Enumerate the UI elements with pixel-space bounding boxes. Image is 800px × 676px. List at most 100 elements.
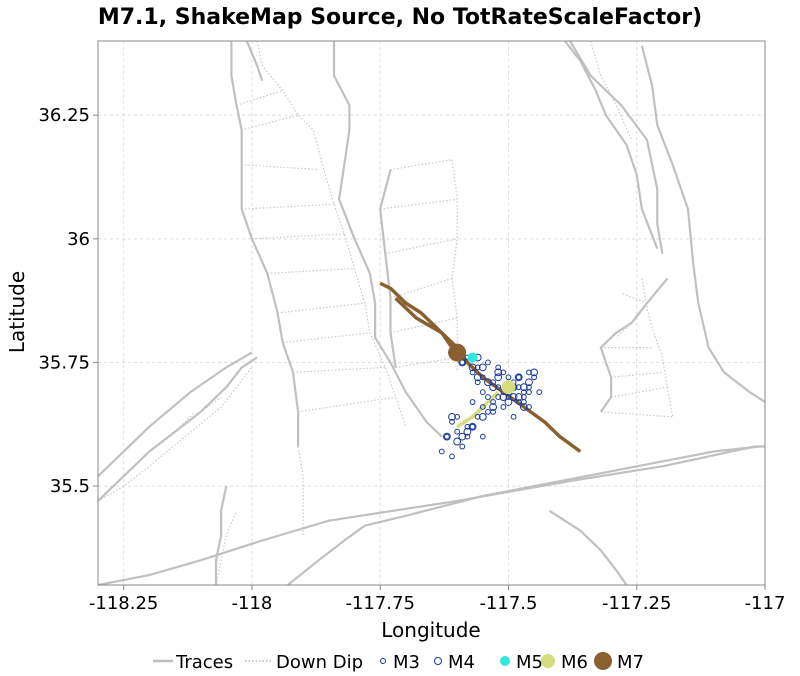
m3-point [459, 359, 466, 366]
m3-point [469, 369, 476, 376]
legend-label-downdip: Down Dip [276, 652, 363, 673]
m3-point [510, 413, 517, 420]
down-dip-rung [380, 198, 458, 210]
m3-point [469, 399, 476, 405]
down-dip-layer [97, 40, 674, 586]
down-dip-rung [611, 371, 663, 378]
x-axis-label: Longitude [381, 618, 480, 642]
fault-trace [564, 40, 659, 250]
m4-point [442, 432, 451, 441]
down-dip-rung [241, 164, 319, 171]
m3-point [500, 404, 507, 410]
m4-point [499, 393, 508, 401]
down-dip-line [297, 446, 304, 536]
fault-trace [599, 277, 669, 413]
legend-swatch-m5 [500, 656, 510, 666]
m4-point [509, 393, 518, 401]
m4-point [494, 368, 503, 377]
legend-label-m5: M5 [516, 652, 543, 673]
gridlines [98, 41, 766, 585]
chart-title: M7.1, ShakeMap Source, No TotRateScaleFa… [98, 5, 702, 30]
legend-swatch-m3 [380, 658, 386, 664]
m3-point [474, 379, 481, 386]
m3-point [459, 443, 466, 450]
down-dip-rung [292, 366, 386, 373]
m7-point [448, 343, 467, 362]
fault-trace [379, 169, 397, 368]
down-dip-rung [241, 203, 335, 210]
rupture-trace-sw [456, 390, 500, 429]
m3-point [485, 359, 491, 366]
m3-point [505, 374, 512, 381]
x-tick-label: -117 [745, 593, 786, 614]
down-dip-rung [621, 292, 648, 304]
m3-point [515, 384, 522, 391]
x-tick-label: -117.5 [479, 593, 537, 614]
m3-point [485, 394, 491, 400]
m3-point [490, 399, 496, 405]
m4-point [514, 373, 523, 382]
m5-point [467, 352, 478, 363]
down-dip-line [215, 510, 238, 586]
m3-point [485, 409, 491, 415]
m3-point [515, 374, 522, 381]
m4-point [519, 403, 528, 411]
m3-point [479, 374, 486, 381]
down-dip-rung [277, 302, 365, 314]
m4-point [468, 422, 477, 431]
m3-point [490, 379, 496, 386]
m4-point [468, 363, 477, 372]
m3-point [526, 389, 532, 396]
rupture-trace [394, 296, 459, 354]
fault-trace [640, 45, 766, 403]
x-ticks: -118.25 -118 -117.75 -117.5 -117.25 -117 [89, 585, 786, 614]
down-dip-line [451, 159, 458, 373]
x-tick-label: -118.25 [89, 593, 158, 614]
m3-point [505, 394, 512, 400]
down-dip-rung [390, 159, 453, 171]
m4-point [473, 373, 482, 382]
down-dip-rung [390, 317, 458, 334]
down-dip-rung [267, 267, 355, 274]
m3-point [449, 453, 455, 460]
m3-point [479, 389, 486, 396]
legend-swatch-m4 [434, 657, 442, 665]
m3-point [438, 448, 445, 455]
m4-point [453, 437, 462, 446]
m4-point [463, 427, 472, 436]
m3-point [495, 364, 502, 371]
y-tick-label: 35.75 [38, 352, 90, 373]
points-layer [438, 343, 543, 460]
m3-point [531, 374, 538, 381]
m3-point [495, 394, 502, 400]
down-dip-line [97, 367, 253, 502]
legend-label-m7: M7 [617, 652, 644, 673]
down-dip-rung [282, 332, 370, 344]
m4-point [530, 368, 539, 377]
m3-point [520, 399, 527, 405]
m4-point [484, 378, 492, 387]
m3-point [500, 369, 507, 376]
m6-point [501, 380, 516, 395]
m3-point [464, 423, 471, 430]
legend-swatch-m7 [594, 652, 612, 670]
fault-trace [569, 40, 664, 254]
y-ticks: 35.5 35.75 36 36.25 [38, 105, 98, 497]
m3-point [479, 404, 486, 410]
m4-point [489, 403, 497, 411]
fault-trace [97, 445, 765, 587]
m3-point [474, 364, 481, 371]
fault-trace [548, 509, 628, 586]
m3-point [443, 433, 450, 440]
m4-point [514, 393, 523, 401]
m3-point [449, 418, 455, 425]
x-tick-label: -117.75 [345, 593, 414, 614]
down-dip-rung [600, 411, 673, 418]
m3-point [479, 433, 486, 440]
m3-point [464, 433, 471, 440]
m3-point [474, 413, 481, 420]
m4-point [494, 373, 503, 382]
fault-trace [97, 351, 253, 477]
m3-point [454, 428, 461, 435]
